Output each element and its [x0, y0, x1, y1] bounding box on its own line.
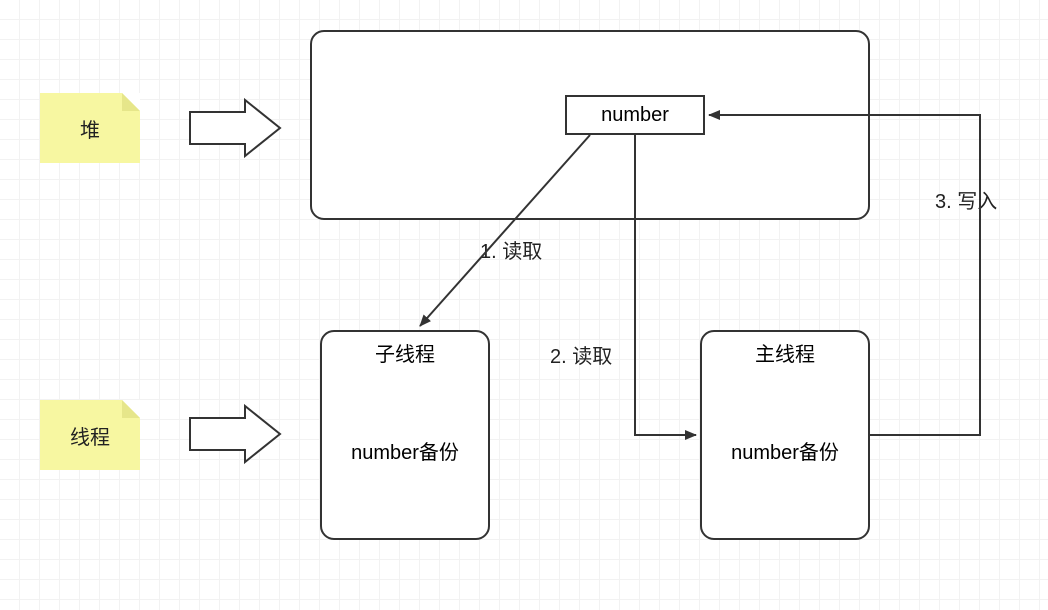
- child-thread-body: number备份: [322, 372, 488, 528]
- sticky-thread: 线程: [40, 400, 140, 470]
- diagram-canvas: 堆 线程 number 子线程 number备份 主线程 number备份 1.…: [0, 0, 1048, 610]
- number-box: number: [565, 95, 705, 135]
- label-read1: 1. 读取: [480, 235, 542, 264]
- main-thread-body: number备份: [702, 372, 868, 528]
- label-read2: 2. 读取: [550, 340, 612, 369]
- sticky-heap: 堆: [40, 93, 140, 163]
- label-write: 3. 写入: [935, 185, 997, 214]
- sticky-thread-label: 线程: [70, 421, 110, 450]
- sticky-heap-label: 堆: [80, 114, 100, 143]
- main-thread-title: 主线程: [702, 338, 868, 367]
- main-thread-box: 主线程 number备份: [700, 330, 870, 540]
- child-thread-box: 子线程 number备份: [320, 330, 490, 540]
- child-thread-title: 子线程: [322, 338, 488, 367]
- number-box-label: number: [601, 104, 669, 127]
